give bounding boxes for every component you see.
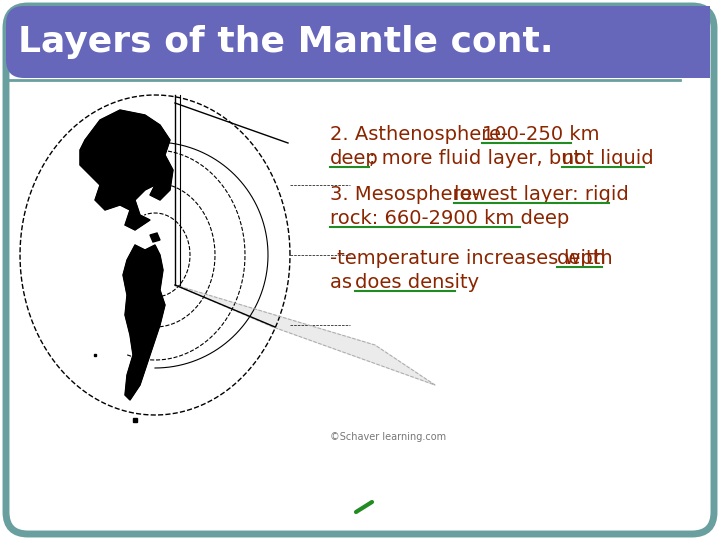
- FancyBboxPatch shape: [6, 6, 706, 78]
- Text: as: as: [330, 273, 359, 292]
- Text: 3. Mesosphere-: 3. Mesosphere-: [330, 185, 485, 204]
- Text: ©Schaver learning.com: ©Schaver learning.com: [330, 432, 446, 442]
- Polygon shape: [123, 245, 165, 400]
- Text: deep: deep: [330, 149, 379, 168]
- Polygon shape: [150, 233, 160, 242]
- FancyBboxPatch shape: [6, 6, 714, 534]
- Polygon shape: [80, 110, 173, 230]
- Text: rock: 660-2900 km deep: rock: 660-2900 km deep: [330, 209, 570, 228]
- Text: 100-250 km: 100-250 km: [482, 125, 600, 144]
- Text: not liquid: not liquid: [562, 149, 654, 168]
- Text: depth: depth: [557, 249, 613, 268]
- Text: 2. Asthenosphere-: 2. Asthenosphere-: [330, 125, 514, 144]
- Text: -temperature increases with: -temperature increases with: [330, 249, 612, 268]
- Text: lowest layer: rigid: lowest layer: rigid: [454, 185, 629, 204]
- Text: ; more fluid layer, but: ; more fluid layer, but: [369, 149, 588, 168]
- Text: Layers of the Mantle cont.: Layers of the Mantle cont.: [18, 25, 554, 59]
- Polygon shape: [175, 285, 435, 385]
- Text: does density: does density: [355, 273, 479, 292]
- FancyBboxPatch shape: [350, 6, 710, 78]
